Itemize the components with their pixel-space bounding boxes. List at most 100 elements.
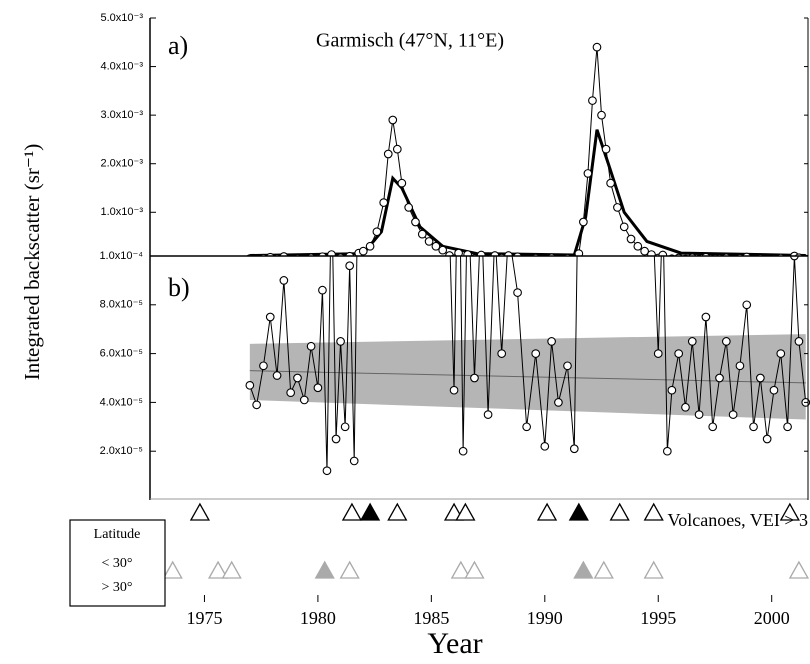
measurement-point: [392, 144, 402, 154]
measurement-point: [464, 179, 472, 187]
measurement-point: [742, 300, 752, 310]
measurement-point: [574, 249, 584, 256]
measurement-point: [547, 253, 556, 256]
legend-entry: > 30°: [102, 580, 133, 595]
measurement-point: [252, 400, 261, 410]
measurement-line: [283, 47, 796, 256]
volcano-marker: [221, 560, 242, 579]
measurement-point: [619, 222, 629, 232]
measurement-point: [349, 456, 359, 466]
volcano-marker: [573, 560, 594, 579]
measurement-point: [458, 446, 468, 456]
x-axis-label: Year: [427, 627, 482, 660]
y-tick-label: 8.0x10⁻⁵: [100, 299, 143, 311]
volcano-title: Volcanoes, VEI > 3: [668, 510, 808, 530]
measurement-point: [259, 361, 268, 371]
measurement-point: [722, 253, 731, 256]
y-tick-label: 2.0x10⁻⁵: [100, 445, 143, 457]
measurement-point: [513, 252, 522, 256]
measurement-point: [379, 198, 389, 207]
measurement-point: [658, 250, 668, 256]
measurement-point: [318, 285, 327, 295]
measurement-point: [279, 276, 289, 285]
measurement-point: [383, 149, 393, 159]
measurement-point: [701, 312, 711, 322]
y-axis-label: Integrated backscatter (sr⁻¹): [20, 144, 44, 381]
axes: 5.0x10⁻³ 4.0x10⁻³ 3.0x10⁻³ 2.0x10⁻³ 1.0x10⁻³…: [99, 12, 810, 628]
measurement-point: [318, 252, 327, 256]
measurement-point: [749, 422, 758, 432]
measurement-point: [446, 228, 454, 236]
y-tick-label: 1.0x10⁻⁴: [99, 250, 143, 262]
measurement-point: [365, 241, 375, 251]
measurement-point: [313, 383, 323, 393]
measurement-point: [554, 398, 563, 407]
measurement-point: [665, 255, 670, 256]
measurement-point: [476, 250, 486, 256]
y-tick-label: 4.0x10⁻⁵: [100, 396, 143, 408]
measurement-point: [411, 217, 420, 227]
volcano-marker: [536, 502, 558, 521]
measurement-point: [299, 395, 309, 405]
measurement-point: [470, 373, 479, 383]
measurement-point: [336, 337, 345, 346]
fit-line: [249, 129, 806, 256]
measurement-point: [662, 446, 672, 456]
volcano-marker: [314, 560, 335, 579]
measurement-point: [790, 256, 799, 261]
panel-label: b): [168, 273, 190, 302]
measurement-point: [583, 169, 593, 178]
measurement-point: [542, 255, 547, 256]
measurement-point: [575, 130, 583, 138]
volcano-marker: [779, 502, 800, 521]
panel-label: a): [168, 31, 188, 60]
volcano-marker: [568, 502, 589, 521]
measurement-point: [293, 373, 302, 383]
measurement-point: [742, 252, 751, 256]
x-tick-label: 1990: [527, 608, 563, 628]
measurement-point: [438, 245, 448, 255]
measurement-point: [667, 385, 677, 395]
measurement-point: [397, 178, 407, 188]
measurement-point: [597, 110, 606, 120]
measurement-point: [540, 441, 550, 451]
measurement-point: [372, 227, 382, 237]
measurement-point: [592, 42, 602, 52]
measurement-point: [794, 337, 804, 346]
measurement-point: [322, 466, 332, 476]
measurement-point: [688, 253, 697, 256]
measurement-point: [326, 255, 328, 256]
measurement-point: [606, 178, 615, 188]
volcano-marker: [643, 502, 664, 521]
measurement-point: [497, 349, 507, 358]
volcano-marker: [207, 560, 229, 579]
measurement-point: [769, 385, 779, 395]
measurement-point: [735, 361, 745, 371]
measurement-point: [307, 253, 316, 256]
measurement-point: [417, 229, 427, 239]
x-tick-label: 2000: [754, 608, 790, 628]
measurement-point: [345, 261, 355, 271]
measurement-point: [477, 203, 485, 211]
volcano-marker: [450, 560, 471, 579]
panel-a: [246, 42, 809, 256]
measurement-point: [721, 337, 731, 346]
measurement-point: [640, 246, 649, 256]
measurement-point: [454, 248, 463, 256]
volcano-marker: [643, 560, 664, 579]
measurement-point: [756, 373, 765, 383]
legend-title: Latitude: [94, 527, 141, 542]
y-tick-label: 5.0x10⁻³: [101, 12, 144, 24]
measurement-point: [776, 349, 786, 358]
measurement-point: [491, 228, 499, 236]
panel-b: [245, 130, 810, 476]
volcano-marker: [162, 560, 183, 579]
volcano-marker: [455, 502, 476, 521]
measurement-point: [306, 341, 316, 351]
measurement-point: [633, 241, 643, 251]
measurement-point: [762, 434, 772, 444]
y-tick-label: 1.0x10⁻³: [101, 206, 144, 218]
volcano-marker: [339, 560, 360, 579]
x-tick-label: 1980: [300, 608, 336, 628]
measurement-point: [681, 402, 690, 412]
